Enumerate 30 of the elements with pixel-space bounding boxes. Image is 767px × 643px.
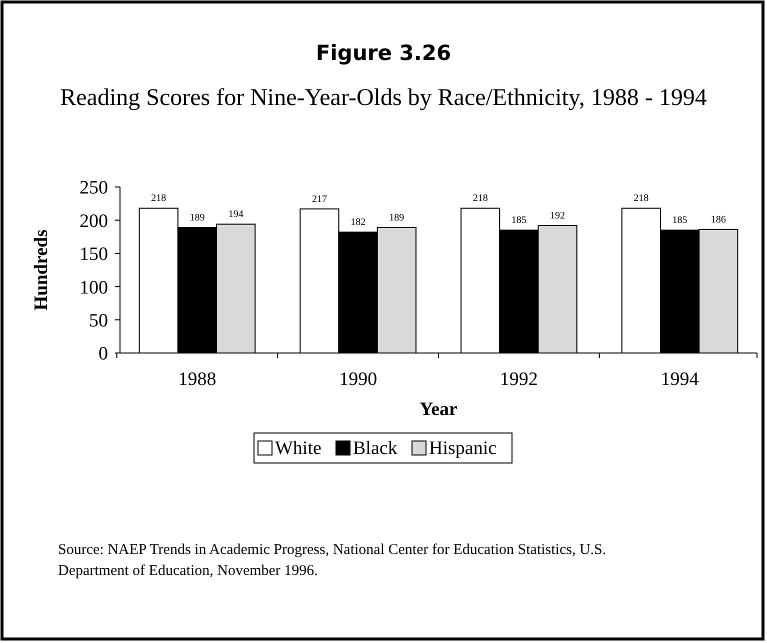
data-label: 189 <box>190 212 205 224</box>
legend-label: Hispanic <box>429 438 497 459</box>
x-tick-label: 1988 <box>178 369 216 390</box>
legend-label: Black <box>353 438 398 459</box>
x-tick-label: 1990 <box>339 369 378 390</box>
source-note: Source: NAEP Trends in Academic Progress, National Center for Education Statistics, U.S. Department of Education, November 1996. <box>58 542 606 579</box>
data-label: 185 <box>672 215 688 226</box>
data-label: 186 <box>710 214 726 226</box>
data-label: 218 <box>634 193 649 204</box>
y-tick-label: 0 <box>98 344 108 365</box>
chart-subtitle: Reading Scores for Nine-Year-Olds by Race/Ethnicity, 1988 - 1994 <box>60 85 707 111</box>
data-label: 218 <box>472 193 488 204</box>
x-tick-label: 1994 <box>660 369 700 390</box>
y-tick-label: 50 <box>89 310 108 332</box>
y-tick-label: 150 <box>80 244 108 266</box>
chart-title: Figure 3.26 <box>316 41 452 65</box>
x-axis-title: Year <box>420 399 458 420</box>
data-label: 189 <box>389 212 404 224</box>
y-tick-label: 100 <box>80 277 108 298</box>
y-tick-label: 250 <box>80 178 108 199</box>
legend-label: White <box>275 438 322 459</box>
data-label: 194 <box>228 209 244 220</box>
y-tick-label: 200 <box>80 210 108 232</box>
y-axis-title: Hundreds <box>31 230 52 310</box>
data-label: 217 <box>312 194 327 205</box>
data-label: 182 <box>350 217 366 228</box>
data-label: 192 <box>550 210 566 222</box>
x-tick-label: 1992 <box>500 369 538 390</box>
data-label: 218 <box>151 193 166 204</box>
data-label: 185 <box>511 215 526 226</box>
